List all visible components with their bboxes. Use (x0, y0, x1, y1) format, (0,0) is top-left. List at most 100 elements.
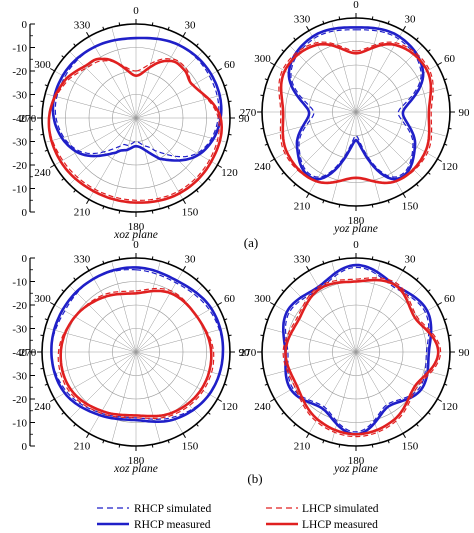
angle-tick-mark (207, 412, 211, 415)
grid-spoke (331, 351, 357, 443)
angle-tick-mark (228, 100, 232, 103)
grid-spoke (111, 261, 137, 353)
angle-tick-mark (322, 260, 325, 264)
angle-tick-mark (182, 433, 186, 438)
grid-spoke (88, 351, 137, 434)
grid-spoke (69, 51, 137, 119)
grid-spoke (308, 270, 357, 353)
angle-tick-mark (437, 398, 442, 402)
angle-tick-mark (50, 302, 55, 306)
angle-tick-mark (444, 78, 448, 81)
polar-plot-1: 0 30 60 90 120 150 180 210 240 270 300 330 xoz plane… (12, 5, 250, 241)
angle-tick-mark (402, 193, 406, 198)
grid-spoke (355, 351, 438, 400)
grid-spoke (135, 51, 203, 119)
angle-tick-mark (416, 37, 419, 41)
angle-tick-mark (228, 133, 232, 136)
angle-tick-mark (402, 433, 406, 438)
angle-tick-mark (102, 440, 105, 444)
angle-tick-label: 330 (294, 253, 311, 265)
legend-label-lhcp-measured: LHCP measured (302, 519, 378, 531)
angle-tick-mark (40, 334, 44, 337)
grid-spoke (54, 304, 137, 353)
grid-spoke (135, 117, 218, 166)
grid-spoke (355, 351, 381, 443)
r-axis-tick-label: -30 (12, 137, 27, 149)
angle-tick-mark (371, 256, 374, 260)
grid-spoke (135, 70, 218, 119)
angle-tick-label: 90 (459, 347, 471, 359)
angle-tick-label: 30 (185, 253, 197, 265)
angle-tick-mark (281, 289, 285, 292)
angle-tick-mark (217, 164, 222, 168)
grid-spoke (135, 270, 184, 353)
grid-spoke (69, 351, 137, 419)
grid-spoke (135, 36, 184, 119)
grid-spoke (135, 285, 203, 353)
angle-tick-label: 300 (34, 59, 51, 71)
legend-label-rhcp-simulated: RHCP simulated (134, 503, 211, 515)
grid-spoke (88, 36, 137, 119)
angle-tick-label: 120 (221, 167, 238, 179)
grid-spoke (289, 45, 357, 113)
r-axis-tick-label: -40 (12, 113, 27, 125)
grid-spoke (265, 351, 357, 377)
angle-tick-mark (217, 68, 222, 72)
angle-tick-mark (196, 277, 199, 281)
series-lhcp-measured (59, 289, 213, 418)
r-axis-tick-label: -10 (12, 184, 27, 196)
angle-tick-label: 330 (74, 253, 91, 265)
angle-tick-mark (322, 440, 325, 444)
angle-tick-label: 90 (239, 347, 251, 359)
r-axis-tick-label: -40 (12, 347, 27, 359)
angle-tick-mark (306, 433, 310, 438)
angle-tick-mark (224, 84, 228, 87)
angle-tick-mark (448, 127, 452, 130)
angle-tick-label: 240 (34, 167, 51, 179)
angle-tick-mark (322, 20, 325, 24)
angle-tick-label: 180 (128, 221, 145, 233)
angle-tick-mark (73, 277, 76, 281)
angle-tick-mark (40, 133, 44, 136)
angle-tick-mark (196, 189, 199, 193)
grid-spoke (45, 117, 137, 143)
angle-tick-mark (444, 318, 448, 321)
angle-tick-mark (151, 210, 154, 214)
angle-tick-mark (44, 149, 48, 152)
grid-spoke (274, 64, 357, 113)
grid-spoke (274, 304, 357, 353)
grid-spoke (135, 351, 218, 400)
grid-spoke (265, 327, 357, 353)
angle-tick-mark (448, 367, 452, 370)
angle-tick-label: 330 (294, 13, 311, 25)
angle-tick-mark (281, 172, 285, 175)
angle-tick-label: 90 (459, 107, 471, 119)
angle-tick-mark (102, 260, 105, 264)
angle-tick-mark (293, 183, 296, 187)
grid-spoke (265, 111, 357, 137)
angle-tick-mark (444, 143, 448, 146)
angle-tick-mark (260, 334, 264, 337)
grid-spoke (289, 351, 357, 419)
angle-tick-mark (402, 26, 406, 31)
angle-tick-mark (73, 43, 76, 47)
angle-tick-mark (167, 260, 170, 264)
angle-tick-label: 180 (348, 215, 365, 227)
angle-tick-mark (217, 398, 222, 402)
angle-tick-mark (270, 398, 275, 402)
angle-tick-mark (338, 204, 341, 208)
r-axis-tick-label: -20 (12, 160, 27, 172)
angle-tick-mark (427, 412, 431, 415)
angle-tick-mark (44, 84, 48, 87)
grid-spoke (355, 261, 381, 353)
angle-tick-mark (167, 440, 170, 444)
grid-spoke (135, 304, 218, 353)
angle-tick-mark (207, 178, 211, 181)
angle-tick-mark (387, 260, 390, 264)
angle-tick-label: 120 (221, 401, 238, 413)
angle-tick-label: 0 (133, 5, 139, 17)
angle-tick-mark (224, 318, 228, 321)
r-axis-tick-label: 0 (22, 253, 28, 265)
series-rhcp-measured (287, 26, 425, 181)
r-axis-tick-label: -20 (12, 394, 27, 406)
